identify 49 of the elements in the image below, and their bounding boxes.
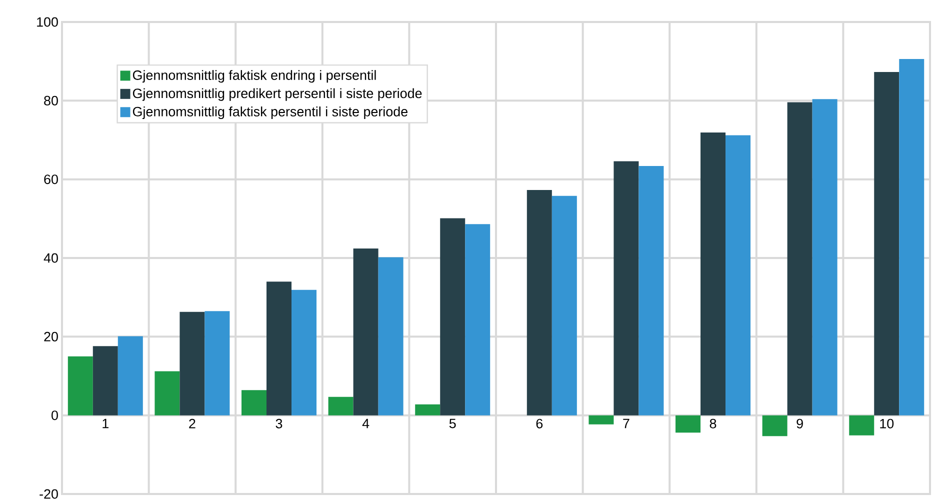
bar [68, 356, 93, 416]
x-tick-label: 3 [276, 418, 282, 428]
y-tick-label: 20 [44, 332, 58, 342]
bar [588, 415, 614, 424]
bar [92, 346, 118, 416]
y-tick-label: 100 [37, 17, 58, 27]
bar [118, 336, 143, 416]
bar [812, 99, 838, 416]
x-tick-label: 1 [102, 418, 108, 428]
legend-label: Gjennomsnittlig faktisk endring i persentil [132, 70, 376, 83]
x-tick-label: 4 [362, 418, 370, 428]
bar [204, 311, 230, 416]
bar [787, 102, 812, 416]
bar [726, 135, 751, 416]
x-tick-label: 6 [536, 418, 543, 428]
bar [465, 224, 490, 416]
bar [440, 218, 466, 416]
legend-label: Gjennomsnittlig faktisk persentil i siste periode [132, 106, 408, 120]
bar [266, 282, 292, 416]
y-tick-label: -20 [40, 489, 58, 499]
x-tick-label: 8 [710, 418, 716, 428]
bar [242, 390, 267, 416]
bar [899, 58, 924, 416]
bar [154, 371, 180, 416]
bar [526, 190, 552, 416]
bar [700, 132, 726, 416]
bar [292, 290, 317, 416]
bar [638, 166, 664, 416]
bar [328, 396, 354, 416]
y-tick-label: 0 [52, 410, 58, 420]
bar [180, 312, 205, 416]
bar [378, 257, 404, 416]
bar [849, 415, 874, 436]
x-tick-label: 10 [880, 418, 894, 428]
x-tick-label: 7 [623, 418, 630, 428]
bar [552, 196, 577, 416]
bar [415, 404, 440, 416]
y-tick-label: 40 [44, 253, 58, 263]
bar [614, 161, 639, 416]
bar [762, 415, 788, 436]
legend-label: Gjennomsnittlig predikert persentil i siste periode [132, 88, 422, 101]
bar [676, 415, 701, 433]
x-tick-label: 5 [449, 418, 456, 428]
y-tick-label: 80 [44, 96, 58, 106]
bar [353, 248, 378, 416]
bar [874, 72, 900, 416]
x-tick-label: 9 [796, 418, 803, 428]
y-tick-label: 60 [44, 174, 58, 184]
x-tick-label: 2 [189, 418, 196, 428]
